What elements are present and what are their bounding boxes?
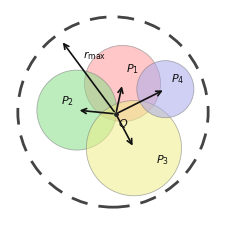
Circle shape (84, 46, 160, 122)
Circle shape (136, 61, 193, 118)
Text: $P_4$: $P_4$ (170, 72, 184, 85)
Text: $r_{\rm max}$: $r_{\rm max}$ (82, 49, 106, 62)
Circle shape (37, 71, 116, 150)
Text: $P_3$: $P_3$ (155, 153, 168, 167)
Text: $P_2$: $P_2$ (61, 94, 73, 108)
Text: $Q$: $Q$ (118, 117, 128, 129)
Text: $P_1$: $P_1$ (125, 62, 138, 76)
Circle shape (86, 101, 181, 196)
